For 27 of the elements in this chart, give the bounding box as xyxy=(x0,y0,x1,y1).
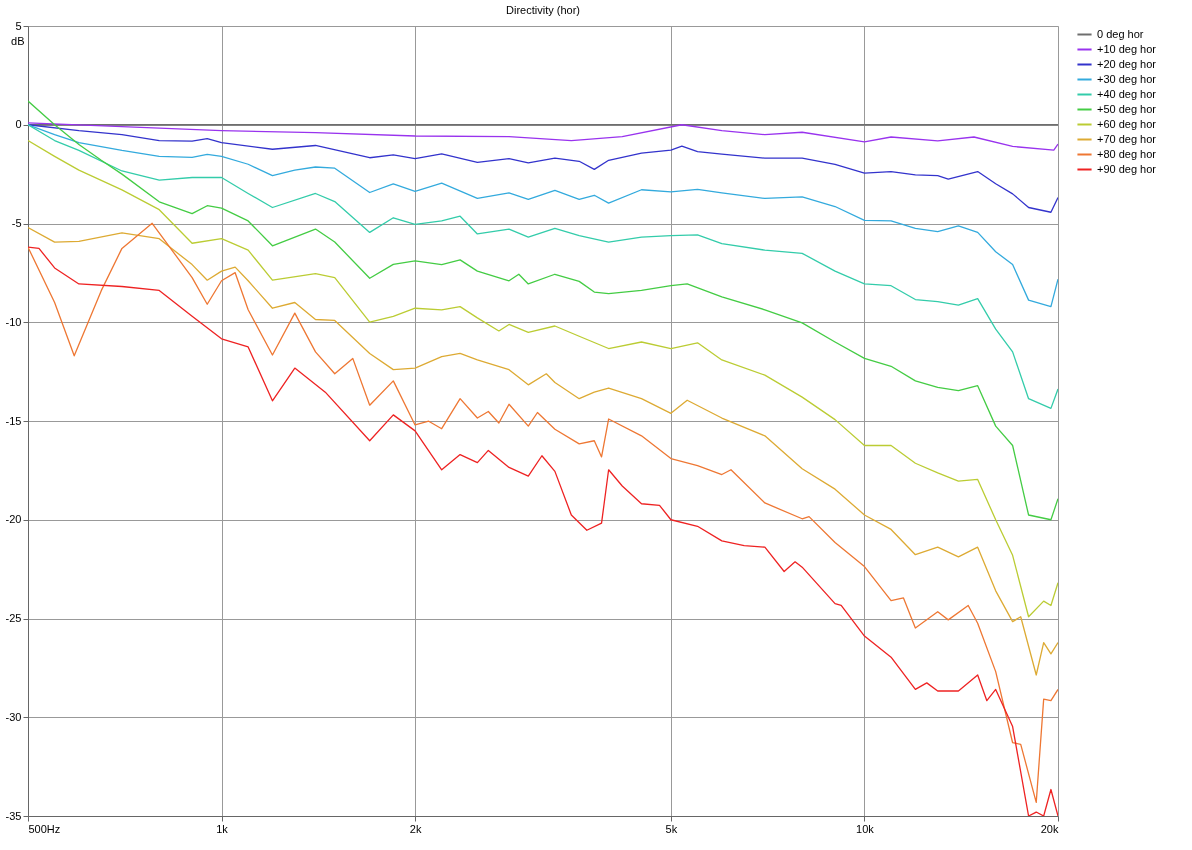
x-tick-label: 5k xyxy=(665,822,678,835)
legend-label: +20 deg hor xyxy=(1097,57,1157,70)
legend-label: 0 deg hor xyxy=(1097,27,1144,40)
legend-label: +60 deg hor xyxy=(1097,117,1157,130)
legend-label: +80 deg hor xyxy=(1097,147,1157,160)
legend-label: +90 deg hor xyxy=(1097,162,1157,175)
y-tick-label: -10 xyxy=(5,315,22,328)
x-tick-label: 20k xyxy=(1040,822,1059,835)
legend-label: +50 deg hor xyxy=(1097,102,1157,115)
x-tick-label: 500Hz xyxy=(28,822,61,835)
y-tick-label: -30 xyxy=(5,710,22,723)
x-tick-label: 2k xyxy=(409,822,422,835)
y-axis-title: dB xyxy=(11,34,25,47)
legend-label: +10 deg hor xyxy=(1097,42,1157,55)
y-tick-label: -35 xyxy=(5,809,22,822)
legend-label: +40 deg hor xyxy=(1097,87,1157,100)
x-tick-label: 1k xyxy=(216,822,229,835)
x-tick-label: 10k xyxy=(856,822,875,835)
legend-label: +30 deg hor xyxy=(1097,72,1157,85)
y-tick-label: -20 xyxy=(5,513,22,526)
y-tick-label: -5 xyxy=(11,217,22,229)
y-tick-label: 0 xyxy=(15,118,22,131)
chart-title: Directivity (hor) xyxy=(506,4,580,16)
y-tick-label: -25 xyxy=(5,612,22,624)
y-tick-label: -15 xyxy=(5,414,22,427)
legend-label: +70 deg hor xyxy=(1097,132,1157,145)
y-tick-label: 5 xyxy=(15,19,22,32)
